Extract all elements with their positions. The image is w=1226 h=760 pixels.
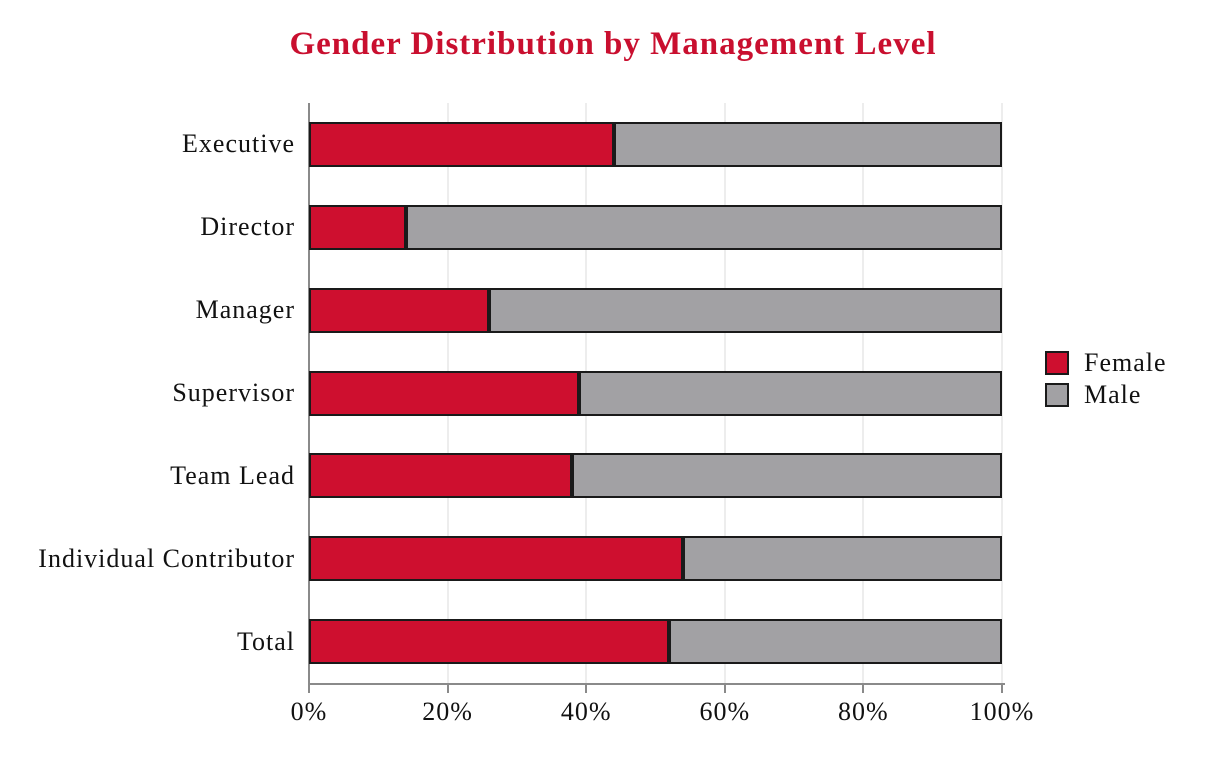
category-label-supervisor: Supervisor [172, 378, 295, 407]
x-tick-label-100pct: 100% [969, 697, 1035, 726]
x-tick-label-60pct: 60% [699, 697, 751, 726]
gridline-100pct [1001, 103, 1003, 683]
bar-segment-female-manager [309, 287, 490, 333]
x-tick-80pct [862, 685, 865, 693]
x-tick-0pct [308, 685, 310, 693]
bar-row-total [309, 619, 1002, 665]
x-tick-label-80pct: 80% [838, 697, 889, 726]
bar-segment-female-executive [309, 121, 614, 167]
x-tick-label-0pct: 0% [290, 697, 328, 726]
category-label-total: Total [236, 626, 295, 656]
bar-segment-male-executive [613, 121, 1002, 167]
bar-row-supervisor [309, 370, 1002, 416]
bar-segment-female-total [309, 619, 670, 665]
bar-segment-female-individual-contributor [309, 536, 684, 582]
plot-area: 0% 20% 40% 60% 80% 100% [291, 103, 1033, 726]
legend-item-female: Female [1045, 348, 1167, 377]
legend-item-male: Male [1045, 380, 1167, 409]
x-tick-label-20pct: 20% [422, 697, 473, 726]
bar-segment-female-supervisor [309, 370, 580, 416]
male-color-swatch [1045, 382, 1069, 407]
bar-segment-male-manager [489, 287, 1002, 333]
bar-segment-male-team-lead [572, 453, 1002, 499]
x-tick-40pct [585, 685, 588, 693]
bar-segment-female-team-lead [309, 453, 573, 499]
bar-row-executive [309, 121, 1002, 167]
legend-label-female: Female [1084, 348, 1167, 377]
category-label-executive: Executive [182, 129, 295, 159]
category-label-team-lead: Team Lead [170, 460, 295, 490]
bar-row-individual-contributor [309, 536, 1002, 582]
x-tick-60pct [723, 685, 726, 693]
chart-title: Gender Distribution by Management Level [289, 26, 937, 62]
legend: Female Male [1045, 348, 1167, 412]
bar-segment-female-director [309, 204, 407, 250]
female-color-swatch [1045, 350, 1069, 375]
x-tick-label-40pct: 40% [560, 697, 612, 726]
bar-row-manager [309, 287, 1002, 333]
bar-row-team-lead [309, 453, 1002, 499]
bar-segment-male-individual-contributor [683, 536, 1002, 582]
category-label-individual-contributor: Individual Contributor [38, 543, 295, 573]
x-axis-line [308, 683, 1005, 685]
bar-segment-male-total [669, 619, 1002, 665]
category-label-director: Director [200, 212, 295, 242]
bar-row-director [309, 204, 1002, 250]
bar-segment-male-director [406, 204, 1002, 250]
x-tick-20pct [446, 685, 449, 693]
legend-label-male: Male [1084, 380, 1142, 409]
bar-segment-male-supervisor [579, 370, 1002, 416]
x-tick-100pct [1001, 685, 1003, 693]
category-label-manager: Manager [195, 295, 295, 325]
